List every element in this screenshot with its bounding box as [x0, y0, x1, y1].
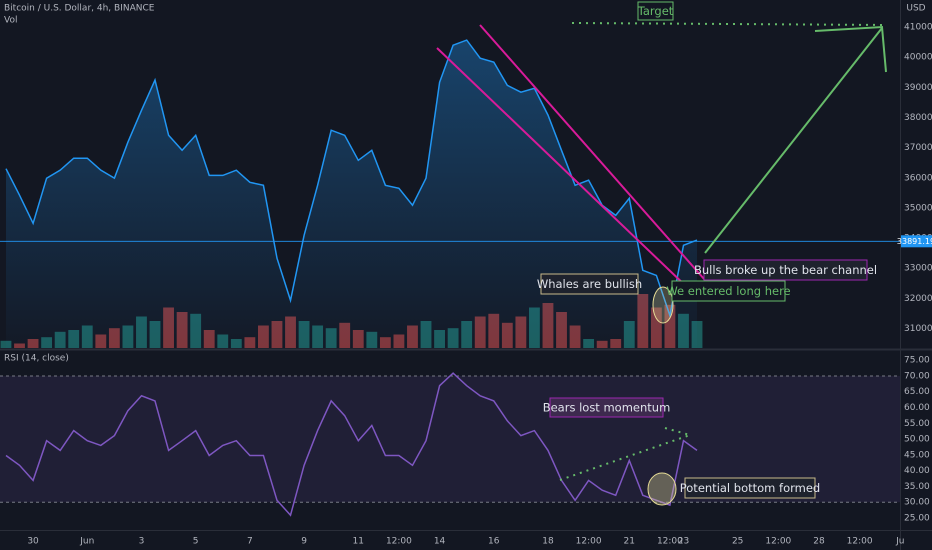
y-tick-label: 65.00 [904, 387, 930, 397]
price-pane [0, 39, 900, 348]
y-tick-label: 75.00 [904, 356, 930, 366]
x-tick-label: 12:00 [765, 537, 791, 547]
volume-bar [0, 340, 12, 348]
note: Whales are bullish [537, 277, 642, 291]
volume-label: Vol [4, 16, 17, 26]
y-tick-label: 40000.00 [904, 53, 932, 63]
x-tick-label: 25 [732, 537, 743, 547]
x-tick-label: 21 [624, 537, 635, 547]
volume-bar [691, 321, 703, 348]
note: Potential bottom formed [680, 481, 820, 495]
y-tick-label: 30.00 [904, 498, 930, 508]
y-tick-label: 35.00 [904, 482, 930, 492]
x-tick-label: 11 [353, 537, 364, 547]
y-tick-label: 25.00 [904, 514, 930, 524]
y-tick-label: 40.00 [904, 466, 930, 476]
note-box [540, 273, 639, 295]
note: We entered long here [666, 284, 790, 298]
x-tick-label: 9 [301, 537, 307, 547]
x-tick-label: 7 [247, 537, 253, 547]
trend-line [664, 427, 691, 436]
channel-line [479, 24, 713, 289]
trend-line [559, 434, 691, 481]
y-tick-label: 41000.00 [904, 23, 932, 33]
y-tick-label: 39000.00 [904, 83, 932, 93]
x-tick-label: 12:00 [657, 537, 683, 547]
x-tick-label: 5 [193, 537, 199, 547]
x-tick-label: Jun [79, 537, 94, 547]
arrow [704, 27, 883, 254]
x-tick-label: 12:00 [847, 537, 873, 547]
highlight [652, 286, 674, 324]
drawings [436, 22, 887, 506]
y-tick-label: 35000.00 [904, 203, 932, 213]
y-tick-label: 37000.00 [904, 143, 932, 153]
x-tick-label: 16 [488, 537, 500, 547]
y-tick-label: 31000.00 [904, 324, 932, 334]
rsi-title: RSI (14, close) [4, 354, 69, 364]
arrow-head [814, 25, 887, 73]
y-tick-label: 38000.00 [904, 113, 932, 123]
x-tick-label: Ju [895, 537, 904, 547]
y-tick-label: 50.00 [904, 435, 930, 445]
note-box [549, 397, 664, 418]
x-tick-label: 12:00 [576, 537, 602, 547]
series-line [5, 372, 698, 517]
x-tick-label: 30 [27, 537, 39, 547]
note: Bulls broke up the bear channel [694, 263, 877, 277]
chart-title: Bitcoin / U.S. Dollar, 4h, BINANCE [4, 4, 155, 14]
y-tick-label: 70.00 [904, 371, 930, 381]
note-box [684, 477, 816, 499]
x-tick-label: 18 [542, 537, 554, 547]
y-tick-label: 32000.00 [904, 294, 932, 304]
note-box [637, 1, 674, 21]
y-tick-label: 60.00 [904, 403, 930, 413]
last-price-box [901, 235, 932, 248]
highlight [647, 472, 677, 506]
y-tick-label: 36000.00 [904, 173, 932, 183]
note-box [671, 280, 786, 302]
note: Target [637, 4, 674, 18]
price-area [6, 40, 697, 348]
x-tick-label: 23 [678, 537, 689, 547]
x-tick-label: 3 [139, 537, 145, 547]
channel-line [436, 47, 691, 291]
note: Bears lost momentum [543, 401, 671, 415]
y-tick-label: 33000.00 [904, 264, 932, 274]
x-tick-label: 28 [813, 537, 825, 547]
y-tick-label: 45.00 [904, 450, 930, 460]
y-tick-label: 55.00 [904, 419, 930, 429]
last-price-label: 33891.19 [897, 237, 932, 246]
x-tick-label: 12:00 [386, 537, 412, 547]
currency-label: USD [906, 4, 925, 14]
note-box [703, 259, 868, 281]
x-tick-label: 14 [434, 537, 446, 547]
series-line [5, 39, 698, 319]
